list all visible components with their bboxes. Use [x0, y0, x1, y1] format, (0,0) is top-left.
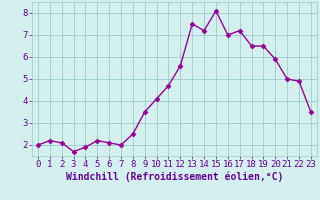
X-axis label: Windchill (Refroidissement éolien,°C): Windchill (Refroidissement éolien,°C)	[66, 172, 283, 182]
